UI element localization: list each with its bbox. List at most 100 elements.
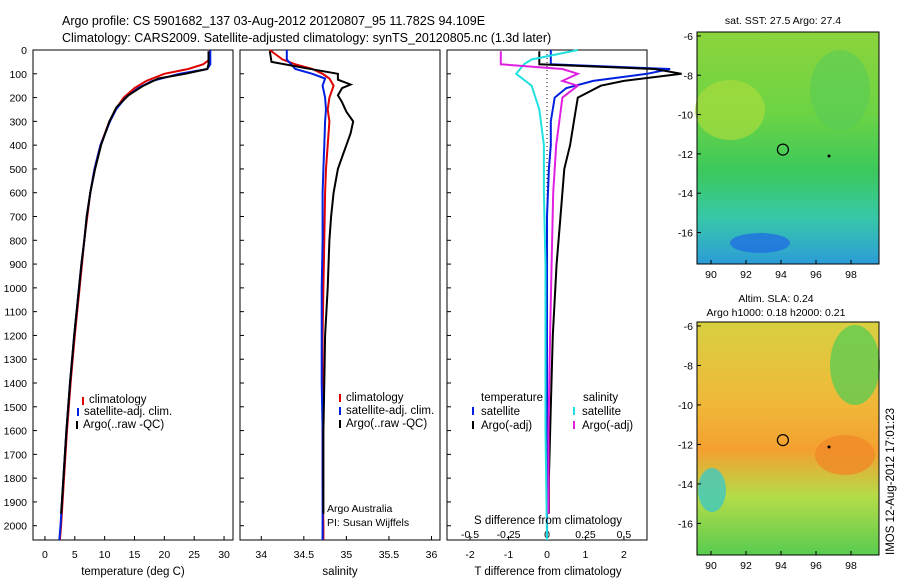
- depth-tick-label: 1200: [4, 330, 28, 342]
- salinity-xlabel: salinity: [322, 566, 357, 578]
- depth-tick-label: 700: [9, 212, 27, 224]
- series-line: [546, 50, 671, 540]
- float-track-dot: [827, 154, 831, 158]
- lon-tick-label: 98: [845, 269, 857, 281]
- salinity-plot: 34 34.5 35 35.5 36: [255, 49, 437, 561]
- lon-tick-label: 96: [810, 560, 822, 572]
- x-tick-label: 10: [99, 549, 111, 561]
- series-line: [499, 51, 581, 514]
- s-tick-label: -0.25: [497, 529, 521, 541]
- lat-tick-label: -6: [684, 321, 693, 333]
- x-tick-label: 20: [158, 549, 170, 561]
- x-tick-label: 35: [341, 549, 353, 561]
- lon-tick-label: 94: [775, 560, 787, 572]
- depth-tick-label: 300: [9, 116, 27, 128]
- sla-teal-patch: [698, 468, 726, 512]
- lat-tick-label: -8: [684, 360, 693, 372]
- sst-map-axes: -6 -8 -10 -12 -14 -16 90 92 94 96 98: [678, 31, 857, 281]
- s-difference-label: S difference from climatology: [474, 515, 622, 527]
- x-tick-label: 35.5: [379, 549, 400, 561]
- title-line-1: Argo profile: CS 5901682_137 03-Aug-2012…: [62, 14, 485, 28]
- sst-map: sat. SST: 27.5 Argo: 27.4 -6-8-10-12-14-…: [678, 15, 880, 281]
- depth-tick-label: 1700: [4, 449, 28, 461]
- depth-tick-label: 1000: [4, 283, 28, 295]
- series-line: [60, 51, 210, 514]
- depth-tick-label: 1300: [4, 354, 28, 366]
- sst-cool-patch: [810, 50, 870, 130]
- float-position-marker: [776, 143, 790, 156]
- lat-tick-label: -6: [684, 31, 693, 43]
- depth-tick-label: 600: [9, 188, 27, 200]
- legend-label-t-satellite: satellite: [481, 406, 520, 418]
- x-tick-label: -2: [465, 549, 474, 561]
- x-tick-label: 0: [544, 549, 550, 561]
- credit-line-1: Argo Australia: [327, 503, 393, 515]
- legend-label-t-argo: Argo(-adj): [481, 420, 532, 432]
- x-tick-label: 34: [255, 549, 267, 561]
- depth-axis: 0 100 200 300 400 500 600 700 800 900 1000 1100 1200…: [4, 45, 451, 533]
- title-line-2: Climatology: CARS2009. Satellite-adjuste…: [62, 31, 551, 45]
- lon-tick-label: 92: [740, 560, 752, 572]
- depth-tick-label: 500: [9, 164, 27, 176]
- x-tick-label: 25: [188, 549, 200, 561]
- depth-tick-label: 100: [9, 69, 27, 81]
- salinity-panel-frame: [239, 49, 441, 541]
- legend-label-s-satellite: satellite: [582, 406, 621, 418]
- sla-map-frame: [696, 321, 880, 556]
- float-track-dot: [827, 445, 831, 449]
- lon-tick-label: 92: [740, 269, 752, 281]
- sla-map-title-2: Argo h1000: 0.18 h2000: 0.21: [707, 307, 846, 319]
- temperature-panel-frame: [32, 49, 234, 541]
- series-line: [538, 51, 682, 514]
- sst-map-title: sat. SST: 27.5 Argo: 27.4: [725, 15, 841, 27]
- temperature-legend: climatology satellite-adj. clim. Argo(..…: [76, 394, 172, 431]
- temperature-plot: 0 5 10 15 20 25 30: [42, 50, 230, 561]
- sla-orange-patch: [815, 435, 875, 475]
- lat-tick-label: -12: [678, 439, 693, 451]
- sst-map-frame: [696, 31, 880, 265]
- sla-map-title-1: Altim. SLA: 0.24: [738, 293, 813, 305]
- sla-green-patch: [830, 325, 880, 405]
- legend-label-s-argo: Argo(-adj): [582, 420, 633, 432]
- depth-tick-label: 800: [9, 235, 27, 247]
- lat-tick-label: -14: [678, 479, 693, 491]
- series-line: [58, 50, 212, 541]
- sst-warm-patch: [695, 80, 765, 140]
- lon-tick-label: 96: [810, 269, 822, 281]
- series-line: [268, 51, 355, 514]
- salinity-legend: climatology satellite-adj. clim. Argo(..…: [327, 392, 434, 529]
- imos-stamp: IMOS 12-Aug-2012 17:01:23: [885, 408, 897, 555]
- difference-xlabel: T difference from climatology: [474, 566, 621, 578]
- lon-tick-label: 90: [705, 269, 717, 281]
- lat-tick-label: -16: [678, 518, 693, 530]
- depth-tick-label: 900: [9, 259, 27, 271]
- credit-line-2: PI: Susan Wijffels: [327, 517, 409, 529]
- lat-tick-label: -16: [678, 228, 693, 240]
- lat-tick-label: -10: [678, 400, 693, 412]
- depth-tick-label: 1900: [4, 497, 28, 509]
- temperature-xlabel: temperature (deg C): [81, 566, 185, 578]
- lat-tick-label: -10: [678, 110, 693, 122]
- lon-tick-label: 90: [705, 560, 717, 572]
- legend-label-climatology: climatology: [346, 392, 404, 404]
- s-tick-label: 0.25: [575, 529, 596, 541]
- x-tick-label: 30: [218, 549, 230, 561]
- legend-title-salinity: salinity: [583, 392, 618, 404]
- legend-label-argo: Argo(..raw -QC): [346, 418, 427, 430]
- sla-map-axes: -6 -8 -10 -12 -14 -16 90 92 94 96 98: [678, 321, 857, 572]
- lat-tick-label: -8: [684, 70, 693, 82]
- float-position-marker: [776, 434, 790, 447]
- lat-tick-label: -12: [678, 149, 693, 161]
- series-line: [514, 49, 579, 541]
- depth-tick-label: 1400: [4, 378, 28, 390]
- sst-cold-patch: [730, 233, 790, 253]
- lon-tick-label: 94: [775, 269, 787, 281]
- depth-tick-label: 1500: [4, 402, 28, 414]
- sla-map: Altim. SLA: 0.24 Argo h1000: 0.18 h2000:…: [678, 293, 880, 572]
- s-tick-label: 0.5: [617, 529, 632, 541]
- x-tick-label: 5: [72, 549, 78, 561]
- legend-title-temperature: temperature: [481, 392, 543, 404]
- legend-label-climatology: climatology: [89, 394, 147, 406]
